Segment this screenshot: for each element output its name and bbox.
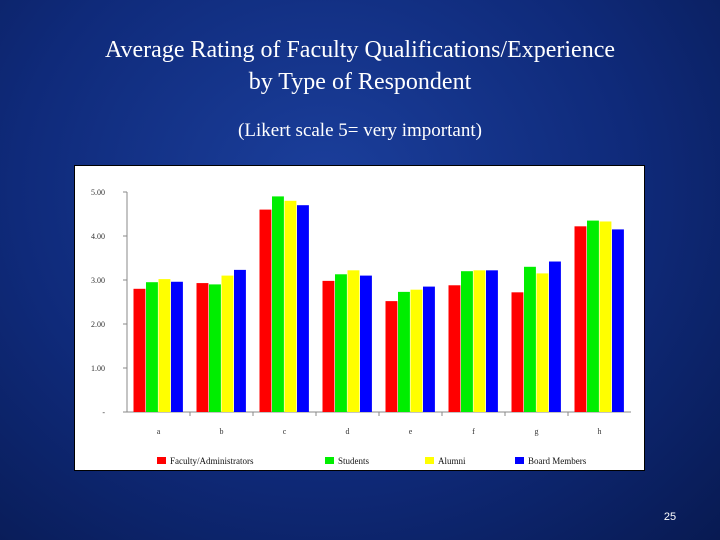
bar-g-board-members (549, 261, 561, 412)
legend-swatch-faculty-administrators (157, 457, 166, 464)
bar-d-students (335, 274, 347, 412)
bar-e-faculty-administrators (385, 301, 398, 412)
y-tick-label: 1.00 (91, 364, 105, 373)
bar-b-alumni (221, 275, 234, 412)
bar-h-faculty-administrators (574, 226, 587, 412)
bar-e-board-members (423, 286, 435, 412)
bar-g-alumni (536, 273, 549, 412)
bar-f-faculty-administrators (448, 285, 461, 412)
bar-h-board-members (612, 229, 624, 412)
bar-f-board-members (486, 270, 498, 412)
y-tick-label: 3.00 (91, 276, 105, 285)
bar-h-alumni (599, 221, 612, 412)
bar-d-alumni (347, 270, 360, 412)
bar-g-students (524, 266, 536, 412)
bar-d-board-members (360, 275, 372, 412)
bar-c-faculty-administrators (259, 209, 272, 412)
bar-a-alumni (158, 279, 171, 412)
bar-f-students (461, 271, 473, 412)
bar-g-faculty-administrators (511, 292, 524, 412)
bar-d-faculty-administrators (322, 280, 335, 412)
bar-c-students (272, 196, 284, 412)
bar-b-faculty-administrators (196, 283, 209, 412)
chart-container: - 1.00 2.00 3.00 4.00 5.00 a b c d e f g h Faculty/Adm… (74, 165, 645, 471)
bar-h-students (587, 220, 599, 412)
bar-c-alumni (284, 200, 297, 412)
legend-swatch-alumni (425, 457, 434, 464)
bar-b-board-members (234, 269, 246, 412)
bar-e-alumni (410, 289, 423, 412)
x-tick-label: e (409, 427, 413, 436)
x-tick-label: h (598, 427, 602, 436)
bar-e-students (398, 291, 410, 412)
page-number: 25 (663, 511, 677, 523)
bar-a-students (146, 282, 158, 412)
x-tick-label: a (157, 427, 161, 436)
legend-label: Alumni (438, 456, 466, 466)
legend-swatch-board-members (515, 457, 524, 464)
title-line-2: by Type of Respondent (248, 69, 472, 95)
x-tick-label: c (283, 427, 287, 436)
legend-label: Faculty/Administrators (170, 456, 254, 466)
y-tick-label: 4.00 (91, 232, 105, 241)
legend-label: Board Members (528, 456, 587, 466)
slide-title: Average Rating of Faculty Qualifications… (0, 34, 720, 98)
y-tick-label: 5.00 (91, 188, 105, 197)
title-line-1: Average Rating of Faculty Qualifications… (104, 37, 616, 63)
bar-a-faculty-administrators (133, 288, 146, 412)
x-tick-label: d (346, 427, 350, 436)
y-tick-label: - (102, 408, 105, 417)
x-tick-label: f (472, 427, 475, 436)
y-tick-label: 2.00 (91, 320, 105, 329)
legend-label: Students (338, 456, 370, 466)
x-tick-label: b (220, 427, 224, 436)
bar-b-students (209, 284, 221, 412)
bar-f-alumni (473, 270, 486, 412)
bar-chart: - 1.00 2.00 3.00 4.00 5.00 a b c d e f g h Faculty/Adm… (91, 188, 631, 466)
legend-swatch-students (325, 457, 334, 464)
slide-subtitle: (Likert scale 5= very important) (238, 120, 482, 141)
x-tick-label: g (535, 427, 539, 436)
bar-c-board-members (297, 205, 309, 412)
bar-a-board-members (171, 281, 183, 412)
